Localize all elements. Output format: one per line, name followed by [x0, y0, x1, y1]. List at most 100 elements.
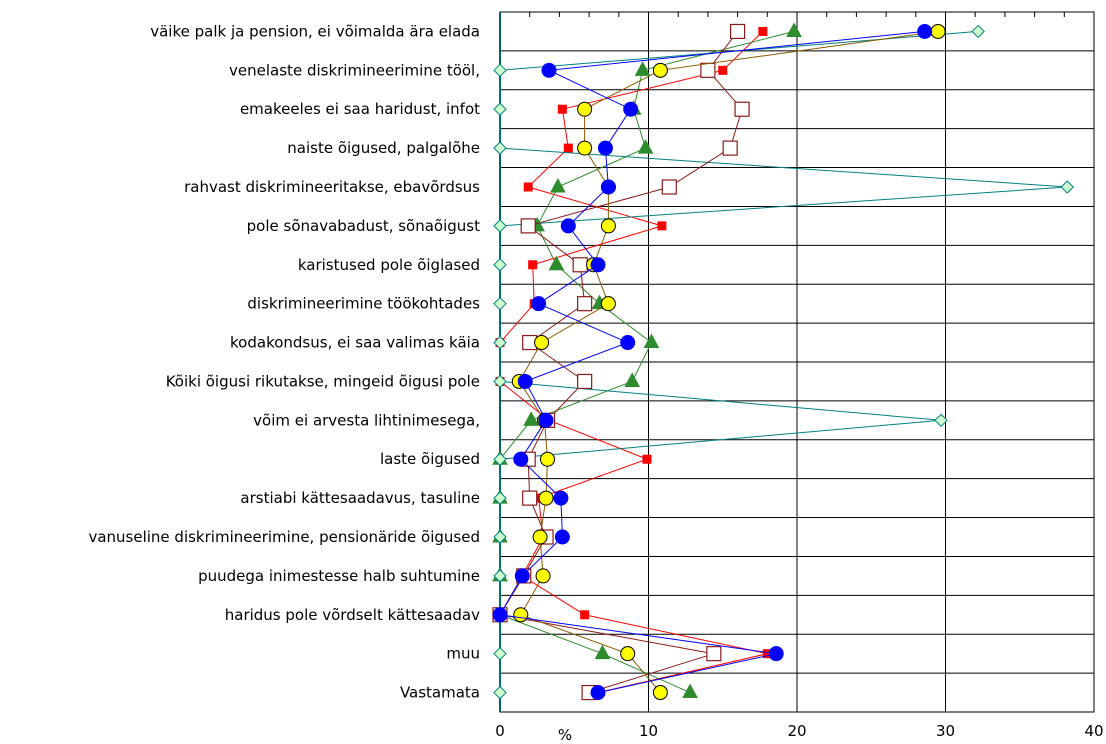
series-2: [492, 22, 802, 699]
data-point: [493, 335, 507, 350]
data-point: [538, 490, 554, 506]
data-point: [493, 569, 507, 583]
data-point: [550, 177, 566, 193]
data-point: [600, 218, 616, 234]
category-label: karistused pole õiglased: [298, 256, 480, 274]
data-point: [554, 529, 570, 545]
category-label: muu: [446, 645, 480, 663]
data-point: [620, 335, 636, 351]
data-point: [597, 140, 613, 156]
data-point: [1060, 180, 1074, 194]
data-point: [590, 685, 606, 701]
category-label: rahvast diskrimineeritakse, ebavõrdsus: [184, 178, 480, 196]
data-point: [682, 683, 698, 699]
data-point: [493, 452, 507, 466]
data-point: [577, 373, 593, 390]
data-point: [523, 411, 540, 426]
data-point: [594, 644, 611, 660]
data-point: [493, 491, 507, 505]
data-point: [661, 179, 677, 195]
category-label: diskrimineerimine töökohtades: [247, 295, 480, 313]
x-axis-title: %: [558, 726, 572, 744]
data-point: [590, 257, 606, 273]
category-label: kodakondsus, ei saa valimas käia: [230, 334, 480, 352]
data-point: [520, 218, 536, 234]
category-label: venelaste diskrimineerimine tööl,: [229, 61, 480, 79]
data-point: [532, 529, 548, 545]
category-label: vanuseline diskrimineerimine, pensionäri…: [88, 528, 480, 546]
data-point: [580, 610, 590, 620]
x-tick-label: 10: [639, 722, 658, 740]
data-point: [577, 101, 593, 117]
data-point: [492, 607, 508, 623]
data-point: [572, 257, 588, 273]
category-label: väike palk ja pension, ei võimalda ära e…: [150, 22, 480, 40]
data-point: [493, 63, 507, 78]
data-point: [600, 179, 616, 195]
x-tick-label: 20: [787, 722, 806, 740]
category-label: Kõiki õigusi rikutakse, mingeid õigusi p…: [166, 372, 480, 390]
data-point: [917, 23, 933, 39]
data-point: [517, 373, 533, 389]
data-point: [493, 219, 507, 233]
category-label: haridus pole võrdselt kättesaadav: [225, 606, 480, 624]
data-point: [577, 296, 593, 312]
data-point: [758, 26, 768, 36]
category-label: võim ei arvesta lihtinimesega,: [253, 411, 480, 429]
category-label: laste õigused: [380, 450, 480, 468]
data-point: [493, 102, 507, 116]
category-label: Vastamata: [400, 684, 480, 702]
data-point: [528, 260, 538, 270]
data-point: [657, 221, 667, 231]
category-label: puudega inimestesse halb suhtumine: [198, 567, 480, 585]
data-point: [729, 23, 746, 40]
data-point: [534, 335, 550, 351]
data-point: [700, 62, 716, 78]
category-labels: väike palk ja pension, ei võimalda ära e…: [88, 22, 480, 701]
data-point: [493, 374, 507, 389]
data-point: [493, 141, 507, 155]
data-point: [493, 646, 507, 661]
data-point: [493, 296, 507, 311]
data-point: [634, 61, 651, 76]
data-point: [493, 685, 507, 700]
data-point: [637, 139, 654, 154]
data-point: [538, 412, 554, 428]
data-point: [493, 258, 507, 272]
x-tick-label: 30: [936, 722, 955, 740]
data-point: [577, 140, 593, 156]
data-point: [531, 296, 547, 312]
grid: [499, 11, 1095, 713]
data-point: [557, 104, 567, 114]
data-point: [553, 490, 569, 506]
category-label: pole sõnavabadust, sõnaõigust: [247, 217, 480, 235]
data-point: [563, 143, 573, 153]
data-point: [718, 65, 728, 75]
data-point: [786, 22, 802, 37]
x-axis-ticks: 0 10 20 30 40: [495, 12, 1104, 740]
data-point: [541, 62, 557, 78]
data-point: [513, 607, 529, 623]
data-point: [514, 568, 530, 584]
category-label: emakeeles ei saa haridust, infot: [240, 100, 480, 118]
x-tick-label: 0: [495, 722, 505, 740]
data-point: [560, 218, 576, 234]
data-point: [934, 413, 948, 428]
data-point: [652, 62, 668, 78]
data-point: [535, 568, 551, 584]
category-label: arstiabi kättesaadavus, tasuline: [240, 489, 480, 507]
data-point: [768, 646, 784, 662]
data-point: [643, 333, 660, 349]
data-point: [522, 490, 538, 506]
x-tick-label: 40: [1084, 722, 1103, 740]
data-point: [734, 101, 750, 117]
data-point: [624, 372, 641, 387]
data-point: [620, 646, 636, 662]
series-3: [493, 24, 1074, 700]
data-point: [623, 101, 639, 117]
data-point: [548, 255, 565, 271]
data-point: [513, 451, 529, 467]
series-group: [492, 22, 1074, 701]
